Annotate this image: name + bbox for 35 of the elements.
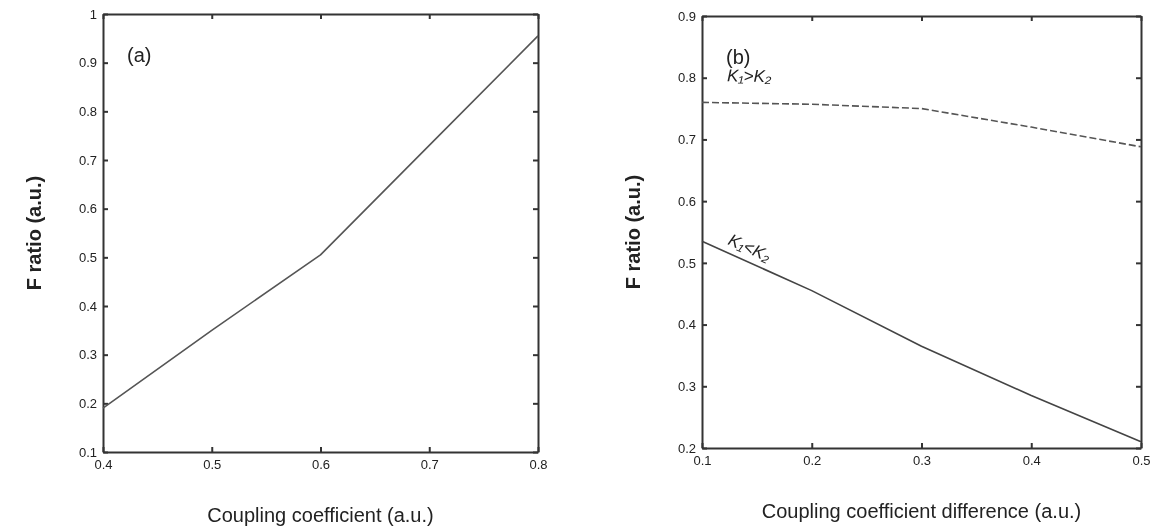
x-tick-label: 0.4 (1022, 453, 1041, 469)
y-tick-label: 0.2 (78, 395, 97, 411)
y-tick-label: 0.5 (677, 255, 696, 271)
y-tick-label: 0.9 (78, 55, 97, 71)
y-tick-label: 0.8 (78, 103, 97, 119)
y-tick-label: 0.7 (78, 152, 97, 168)
x-axis-title: Coupling coefficient (a.u.) (207, 504, 434, 526)
y-tick-label: 0.6 (677, 193, 696, 209)
y-tick-label: 0.4 (78, 298, 97, 314)
y-tick-label: 0.4 (677, 317, 696, 333)
x-tick-label: 0.5 (1132, 453, 1151, 469)
x-tick-label: 0.5 (203, 457, 222, 473)
x-tick-label: 0.7 (420, 457, 439, 473)
y-tick-label: 0.3 (78, 347, 97, 363)
x-tick-label: 0.6 (311, 457, 331, 473)
x-tick-label: 0.3 (912, 453, 932, 469)
y-tick-label: 0.9 (677, 8, 696, 24)
x-tick-label: 0.8 (529, 457, 548, 473)
y-tick-label: 0.5 (78, 249, 97, 265)
y-axis-title: F ratio (a.u.) (23, 175, 45, 291)
line-series (102, 35, 539, 409)
line-series (701, 101, 1142, 148)
y-tick-label: 0.2 (677, 440, 696, 456)
x-axis-title: Coupling coefficient difference (a.u.) (761, 500, 1082, 522)
y-tick-label: 1 (89, 6, 97, 22)
x-tick-label: 0.1 (693, 453, 712, 469)
y-tick-label: 0.3 (677, 378, 696, 394)
text: (b) (726, 46, 751, 68)
y-tick-label: 0.8 (677, 70, 696, 86)
text: (a) (127, 44, 152, 66)
x-tick-label: 0.2 (803, 453, 822, 469)
y-axis-title: F ratio (a.u.) (622, 174, 644, 290)
y-tick-label: 0.6 (78, 201, 97, 217)
x-tick-label: 0.4 (94, 457, 113, 473)
y-tick-label: 0.7 (677, 132, 696, 148)
